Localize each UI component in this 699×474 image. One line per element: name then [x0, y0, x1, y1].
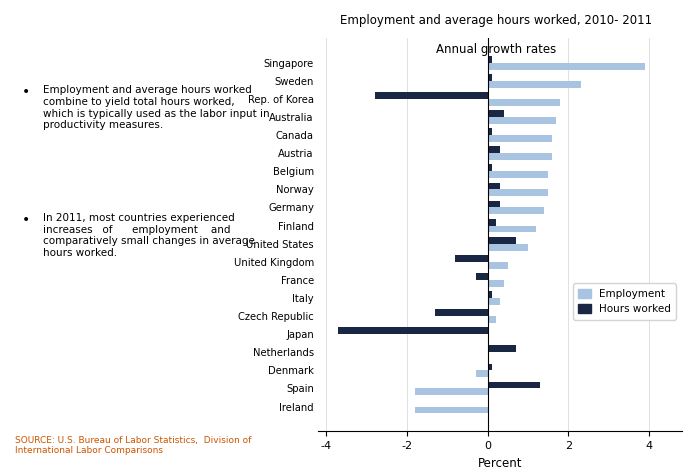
- Text: •: •: [22, 85, 30, 100]
- Bar: [475, 273, 488, 280]
- Bar: [488, 74, 491, 81]
- Bar: [488, 128, 491, 135]
- Bar: [488, 346, 516, 352]
- Bar: [488, 237, 516, 244]
- Text: •: •: [22, 213, 30, 228]
- Bar: [488, 364, 491, 370]
- Bar: [338, 328, 488, 334]
- Bar: [488, 219, 496, 226]
- Text: Employment and average hours worked, 2010- 2011: Employment and average hours worked, 201…: [340, 14, 652, 27]
- Bar: [475, 370, 488, 377]
- Bar: [488, 298, 500, 305]
- Bar: [488, 291, 491, 298]
- Bar: [455, 255, 488, 262]
- Text: SOURCE: U.S. Bureau of Labor Statistics,  Division of
International Labor Compar: SOURCE: U.S. Bureau of Labor Statistics,…: [15, 436, 252, 456]
- Bar: [488, 81, 581, 88]
- Text: In 2011, most countries experienced
increases   of      employment    and
compar: In 2011, most countries experienced incr…: [43, 213, 255, 258]
- Bar: [415, 389, 488, 395]
- Bar: [488, 110, 504, 117]
- Bar: [435, 309, 488, 316]
- Bar: [488, 316, 496, 323]
- Bar: [488, 153, 552, 160]
- Bar: [488, 201, 500, 208]
- Bar: [488, 135, 552, 142]
- Bar: [488, 226, 536, 232]
- Bar: [415, 407, 488, 413]
- Bar: [488, 164, 491, 171]
- Bar: [488, 382, 540, 389]
- Bar: [488, 99, 561, 106]
- Bar: [488, 146, 500, 153]
- Bar: [488, 63, 645, 70]
- Text: Employment and average hours worked
combine to yield total hours worked,
which i: Employment and average hours worked comb…: [43, 85, 270, 130]
- Bar: [488, 182, 500, 190]
- Bar: [488, 117, 556, 124]
- Bar: [488, 208, 545, 214]
- Bar: [488, 280, 504, 287]
- Legend: Employment, Hours worked: Employment, Hours worked: [573, 283, 677, 319]
- Bar: [488, 190, 548, 196]
- Text: Annual growth rates: Annual growth rates: [436, 43, 556, 55]
- X-axis label: Percent: Percent: [477, 456, 522, 470]
- Bar: [488, 244, 528, 251]
- Bar: [375, 92, 488, 99]
- Bar: [488, 262, 508, 269]
- Bar: [488, 56, 491, 63]
- Bar: [488, 171, 548, 178]
